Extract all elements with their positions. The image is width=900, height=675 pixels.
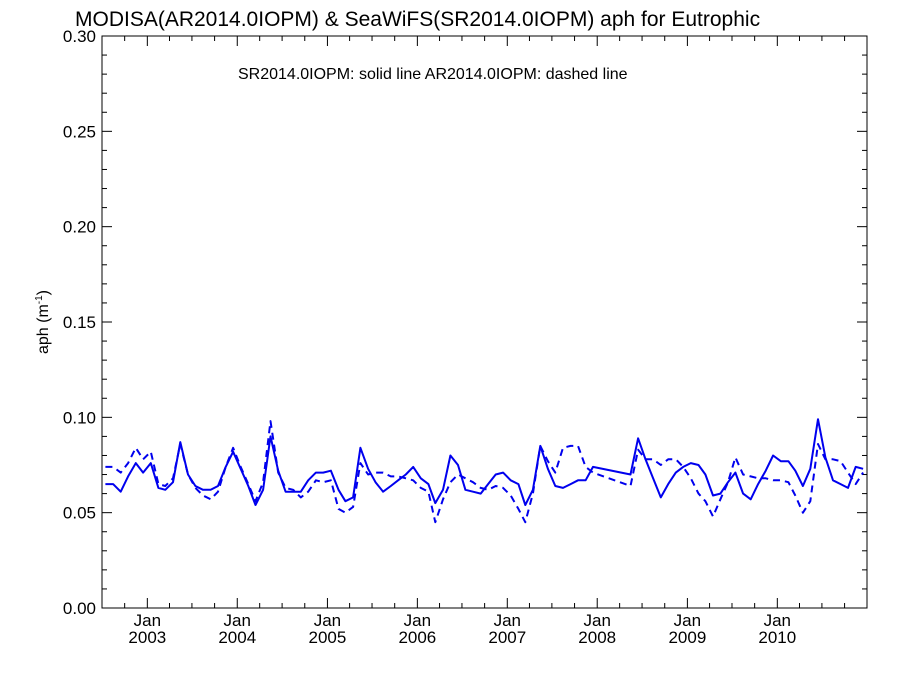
line-style-annotation: SR2014.0IOPM: solid line AR2014.0IOPM: d…	[238, 66, 628, 83]
y-axis: 0.00 0.05 0.10 0.15 0.20 0.25 0.30	[63, 27, 867, 618]
x-tick-month-label: Jan	[764, 611, 791, 630]
y-axis-label-text: aph (m	[35, 304, 52, 354]
y-tick-label: 0.25	[63, 122, 96, 141]
y-tick-label: 0.10	[63, 408, 96, 427]
series-line-ar2014-0iopm	[105, 420, 864, 524]
x-tick-year-label: 2009	[668, 628, 706, 647]
x-tick-year-label: 2005	[309, 628, 347, 647]
x-tick-month-label: Jan	[314, 611, 341, 630]
x-axis: Jan2003Jan2004Jan2005Jan2006Jan2007Jan20…	[124, 36, 846, 647]
x-tick-year-label: 2007	[488, 628, 526, 647]
x-tick-month-label: Jan	[224, 611, 251, 630]
y-tick-label: 0.00	[63, 599, 96, 618]
x-tick-month-label: Jan	[494, 611, 521, 630]
x-tick-year-label: 2004	[218, 628, 256, 647]
plot-area: 0.000.050.100.150.200.250.30 Jan2003Jan2…	[63, 27, 868, 647]
y-tick-label: 0.30	[63, 27, 96, 46]
x-tick-month-label: Jan	[134, 611, 161, 630]
x-tick-year-label: 2006	[398, 628, 436, 647]
y-tick-label: 0.20	[63, 218, 96, 237]
plot-frame	[101, 35, 868, 609]
x-tick-month-label: Jan	[584, 611, 611, 630]
chart-title: MODISA(AR2014.0IOPM) & SeaWiFS(SR2014.0I…	[75, 8, 760, 31]
x-tick-month-label: Jan	[404, 611, 431, 630]
series-line-sr2014-0iopm	[105, 418, 864, 506]
series-lines	[105, 418, 864, 524]
x-tick-year-label: 2008	[578, 628, 616, 647]
y-axis-label-close: )	[35, 290, 52, 295]
x-tick-month-label: Jan	[674, 611, 701, 630]
y-axis-label-unit-exp: -1	[34, 295, 45, 304]
x-tick-year-label: 2003	[128, 628, 166, 647]
x-tick-year-label: 2010	[758, 628, 796, 647]
y-tick-label: 0.15	[63, 313, 96, 332]
y-axis-label: aph (m-1)	[34, 290, 52, 354]
y-tick-label: 0.05	[63, 504, 96, 523]
